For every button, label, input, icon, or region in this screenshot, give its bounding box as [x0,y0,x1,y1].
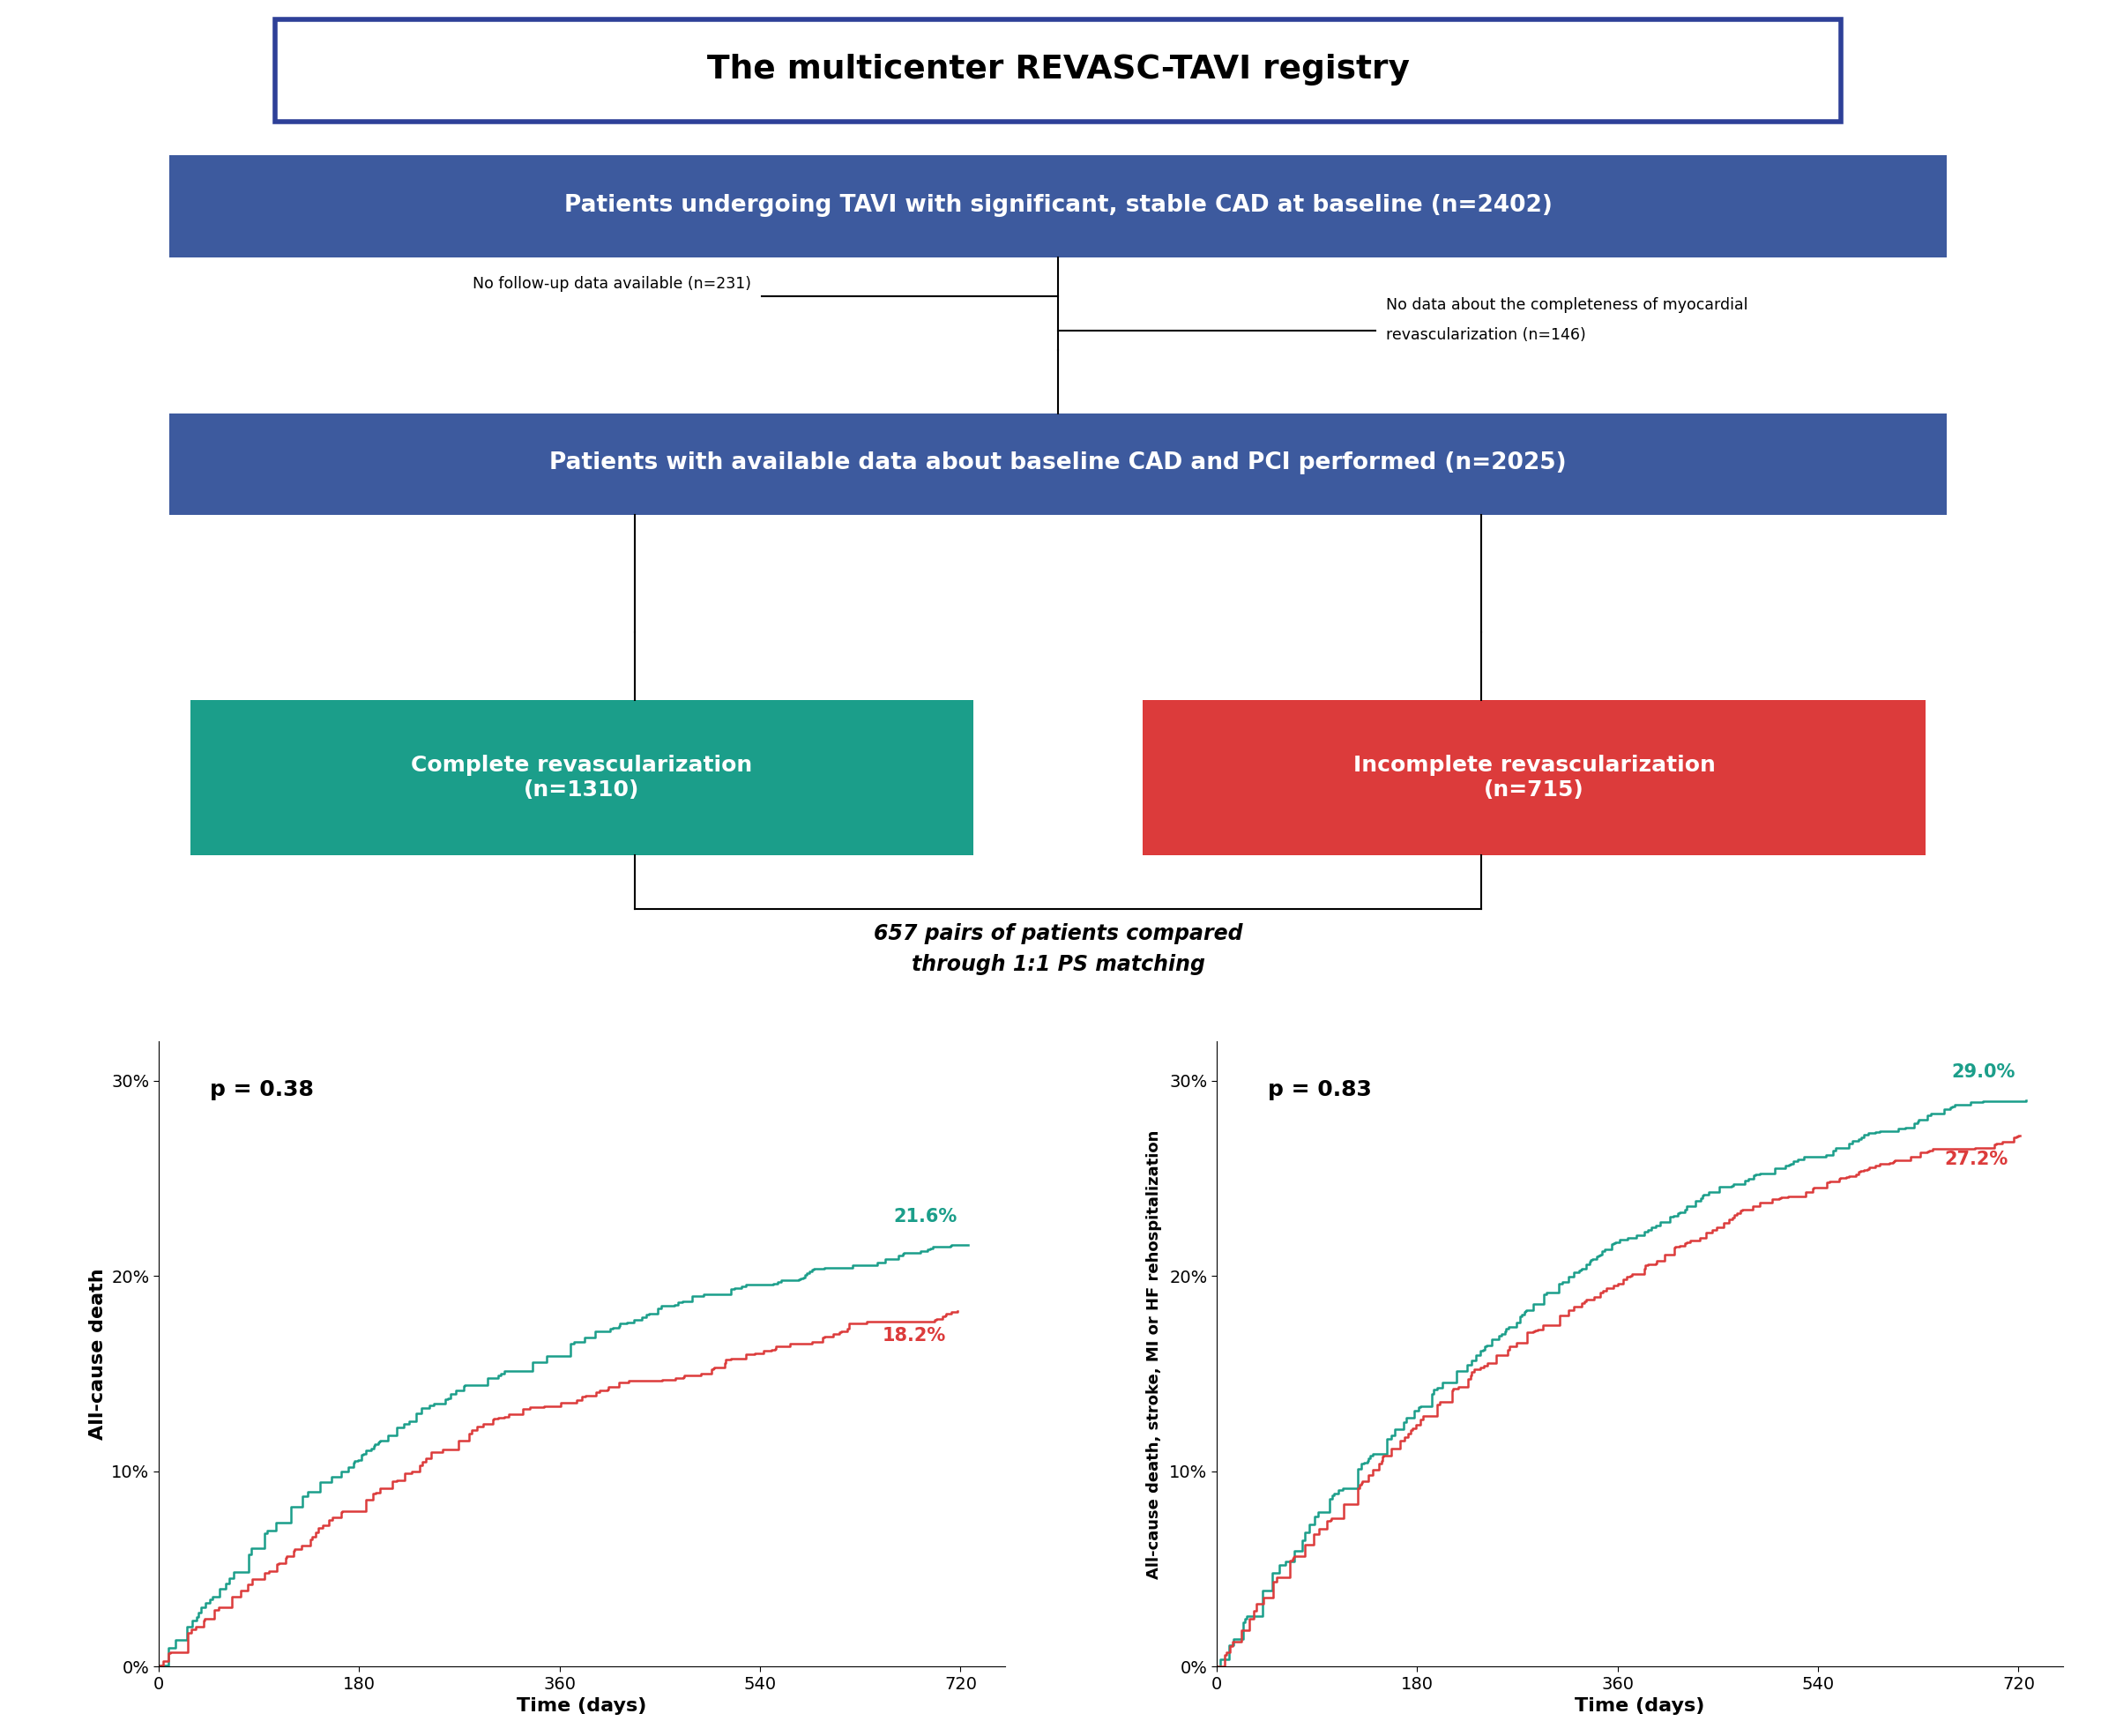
Text: through 1:1 PS matching: through 1:1 PS matching [912,953,1204,976]
Text: 18.2%: 18.2% [882,1326,946,1344]
FancyBboxPatch shape [169,413,1947,516]
Text: No follow-up data available (n=231): No follow-up data available (n=231) [472,276,751,292]
Text: Complete revascularization
(n=1310): Complete revascularization (n=1310) [411,755,753,800]
X-axis label: Time (days): Time (days) [516,1698,647,1715]
Text: Patients undergoing TAVI with significant, stable CAD at baseline (n=2402): Patients undergoing TAVI with significan… [563,194,1553,217]
Text: No data about the completeness of myocardial: No data about the completeness of myocar… [1386,297,1748,312]
Text: Patients with available data about baseline CAD and PCI performed (n=2025): Patients with available data about basel… [550,451,1566,474]
Text: 27.2%: 27.2% [1945,1151,2008,1168]
Text: 29.0%: 29.0% [1951,1062,2014,1080]
Text: 21.6%: 21.6% [893,1208,956,1226]
Text: revascularization (n=146): revascularization (n=146) [1386,328,1585,344]
FancyBboxPatch shape [275,19,1841,122]
FancyBboxPatch shape [1143,700,1926,856]
Text: p = 0.38: p = 0.38 [209,1080,313,1101]
Text: p = 0.83: p = 0.83 [1267,1080,1371,1101]
FancyBboxPatch shape [169,156,1947,257]
Text: Incomplete revascularization
(n=715): Incomplete revascularization (n=715) [1352,755,1716,800]
X-axis label: Time (days): Time (days) [1574,1698,1705,1715]
Y-axis label: All-cause death: All-cause death [89,1269,106,1439]
FancyBboxPatch shape [190,700,973,856]
Text: The multicenter REVASC-TAVI registry: The multicenter REVASC-TAVI registry [707,54,1409,85]
Y-axis label: All-cause death, stroke, MI or HF rehospitalization: All-cause death, stroke, MI or HF rehosp… [1147,1130,1162,1578]
Text: 657 pairs of patients compared: 657 pairs of patients compared [874,924,1242,944]
